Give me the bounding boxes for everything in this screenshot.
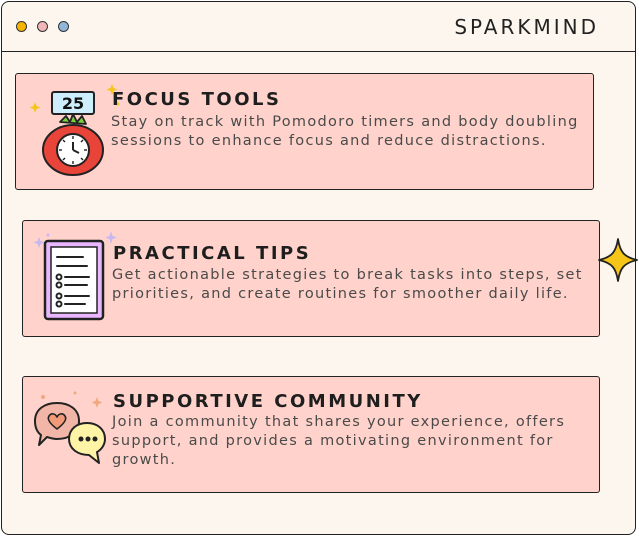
pomodoro-timer-icon: 25 <box>30 78 120 178</box>
chat-bubbles-icon <box>29 387 119 477</box>
window-close-dot[interactable] <box>16 21 27 32</box>
title-bar: SPARKMIND <box>2 2 635 52</box>
window-maximize-dot[interactable] <box>58 21 69 32</box>
timer-label: 25 <box>62 94 84 113</box>
card-title: SUPPORTIVE COMMUNITY <box>113 391 423 412</box>
card-title: FOCUS TOOLS <box>112 89 282 110</box>
sparkle-icon <box>597 238 639 282</box>
checklist-icon <box>27 227 117 327</box>
card-description: Stay on track with Pomodoro timers and b… <box>111 114 579 149</box>
card-focus-tools[interactable]: 25 FOCUS TOOLS Stay on track with Pomodo… <box>15 73 594 190</box>
card-title: PRACTICAL TIPS <box>113 243 312 264</box>
card-description: Join a community that shares your experi… <box>112 414 566 468</box>
brand-name: SPARKMIND <box>454 15 599 39</box>
card-supportive-community[interactable]: SUPPORTIVE COMMUNITY Join a community th… <box>22 376 600 493</box>
window-minimize-dot[interactable] <box>37 21 48 32</box>
card-practical-tips[interactable]: PRACTICAL TIPS Get actionable strategies… <box>22 220 600 337</box>
card-description: Get actionable strategies to break tasks… <box>112 267 583 302</box>
